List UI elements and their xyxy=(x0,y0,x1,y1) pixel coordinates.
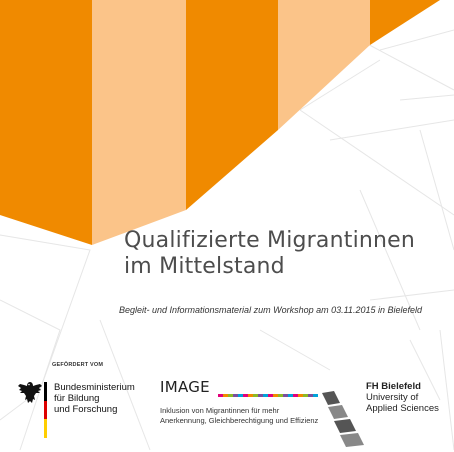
image-project-description: Inklusion von Migrantinnen für mehr Aner… xyxy=(160,406,318,426)
federal-eagle-icon xyxy=(18,382,42,403)
image-bar-segment xyxy=(248,394,253,397)
image-bar-segment xyxy=(298,394,303,397)
image-bar-segment xyxy=(313,394,318,397)
bmbf-logo: Bundesministerium für Bildung und Forsch… xyxy=(14,380,144,440)
university-line-1: FH Bielefeld xyxy=(366,381,421,392)
image-bar-segment xyxy=(308,394,313,397)
fh-bielefeld-logo: FH Bielefeld University of Applied Scien… xyxy=(318,381,454,452)
image-line-1: Inklusion von Migrantinnen für mehr xyxy=(160,406,280,415)
stripe-orange-2 xyxy=(186,0,278,210)
ministry-line-3: und Forschung xyxy=(54,404,118,415)
university-line-3: Applied Sciences xyxy=(366,403,439,414)
ministry-line-1: Bundesministerium xyxy=(54,382,135,393)
image-bar-segment xyxy=(223,394,228,397)
image-bar-segment xyxy=(228,394,233,397)
fh-bielefeld-logo-icon xyxy=(322,391,364,447)
funding-label: GEFÖRDERT VOM xyxy=(52,362,104,368)
image-bar-segment xyxy=(243,394,248,397)
subtitle: Begleit- und Informationsmaterial zum Wo… xyxy=(119,305,422,315)
page-title: Qualifizierte Migrantinnen im Mittelstan… xyxy=(124,228,444,280)
image-color-bar xyxy=(218,394,318,397)
image-bar-segment xyxy=(278,394,283,397)
university-name: FH Bielefeld University of Applied Scien… xyxy=(366,381,439,414)
image-project-logo: IMAGE Inklusion von Migrantinnen für meh… xyxy=(160,378,330,430)
university-line-2: University of xyxy=(366,392,419,403)
image-bar-segment xyxy=(273,394,278,397)
stripe-light-1 xyxy=(92,0,186,245)
image-line-2: Anerkennung, Gleichberechtigung und Effi… xyxy=(160,416,319,425)
image-bar-segment xyxy=(233,394,238,397)
image-bar-segment xyxy=(288,394,293,397)
image-bar-segment xyxy=(258,394,263,397)
image-bar-segment xyxy=(283,394,288,397)
ministry-name: Bundesministerium für Bildung und Forsch… xyxy=(54,382,135,415)
image-bar-segment xyxy=(303,394,308,397)
title-line-2: im Mittelstand xyxy=(124,254,285,279)
stripe-light-2 xyxy=(278,0,370,130)
image-bar-segment xyxy=(238,394,243,397)
image-bar-segment xyxy=(293,394,298,397)
image-project-name: IMAGE xyxy=(160,378,210,396)
stripe-orange-1 xyxy=(0,0,92,245)
image-bar-segment xyxy=(263,394,268,397)
image-bar-segment xyxy=(253,394,258,397)
ministry-line-2: für Bildung xyxy=(54,393,100,404)
image-bar-segment xyxy=(218,394,223,397)
title-line-1: Qualifizierte Migrantinnen xyxy=(124,228,416,253)
background-lines xyxy=(0,29,454,451)
image-bar-segment xyxy=(268,394,273,397)
stripe-orange-3 xyxy=(370,0,440,45)
german-flag-stripe xyxy=(44,382,47,438)
